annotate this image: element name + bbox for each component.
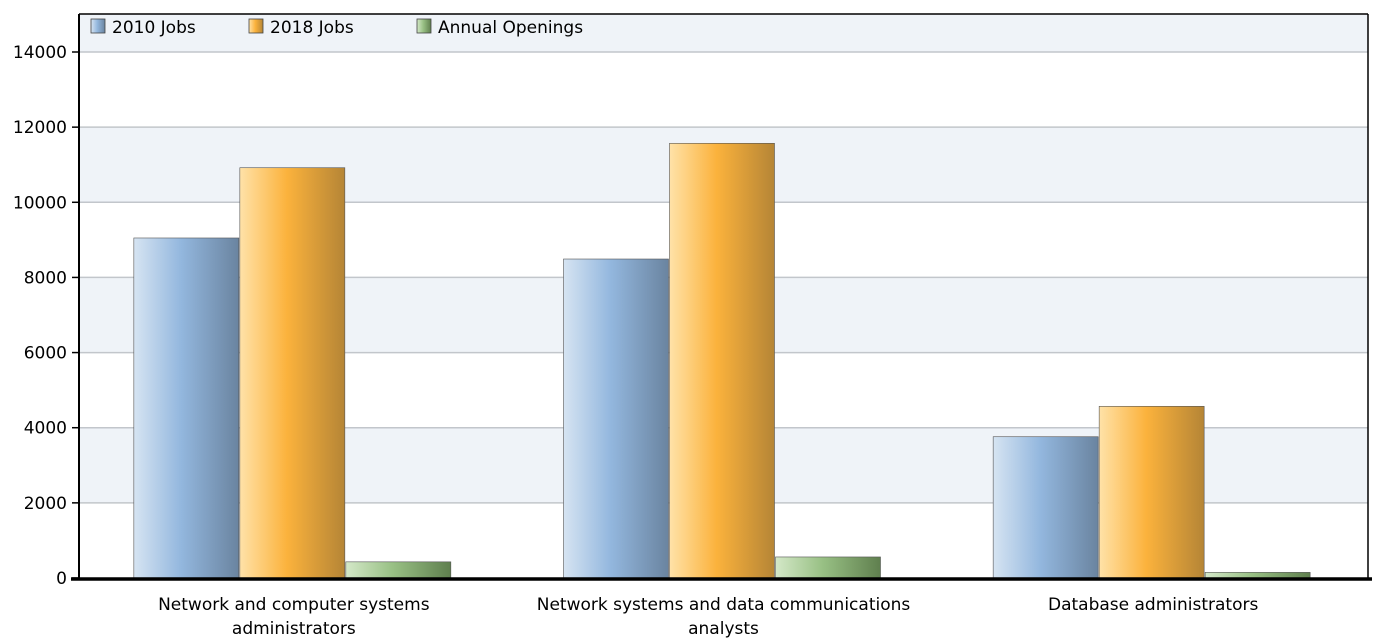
y-tick-label: 10000 [13,193,67,213]
y-tick-label: 8000 [24,268,67,288]
legend-swatch [90,18,106,34]
bar-2018-jobs [239,167,346,579]
y-tick-label: 4000 [24,419,67,439]
legend: 2010 Jobs 2018 Jobs Annual Openings [90,18,583,38]
legend-label: 2010 Jobs [112,18,196,38]
legend-label: 2018 Jobs [270,18,354,38]
legend-swatch [248,18,264,34]
bar-2010-jobs [563,258,669,579]
x-axis-labels: Network and computer systems administrato… [158,595,1258,639]
axes [71,13,1372,581]
bar-annual-openings [775,556,881,579]
x-category-label: Network and computer systems [158,595,430,615]
bars [133,142,1311,579]
bar-2010-jobs [133,237,240,579]
x-category-label: analysts [688,619,759,639]
bar-annual-openings [345,561,452,579]
y-tick-label: 0 [56,569,67,589]
bar-annual-openings [1204,572,1311,579]
y-tick-label: 2000 [24,494,67,514]
x-category-label: Network systems and data communications [537,595,911,615]
legend-swatch [416,18,432,34]
bar-2010-jobs [992,436,1099,579]
x-category-label: Database administrators [1048,595,1258,615]
y-tick-label: 12000 [13,118,67,138]
legend-label: Annual Openings [438,18,583,38]
y-tick-label: 6000 [24,344,67,364]
bar-2018-jobs [1098,405,1205,579]
y-axis-ticks: 0 2000 4000 6000 8000 10000 12000 14000 [13,43,79,589]
x-category-label: administrators [232,619,356,639]
y-tick-label: 14000 [13,43,67,63]
bar-2018-jobs [669,142,775,579]
plot-band [79,14,1368,52]
